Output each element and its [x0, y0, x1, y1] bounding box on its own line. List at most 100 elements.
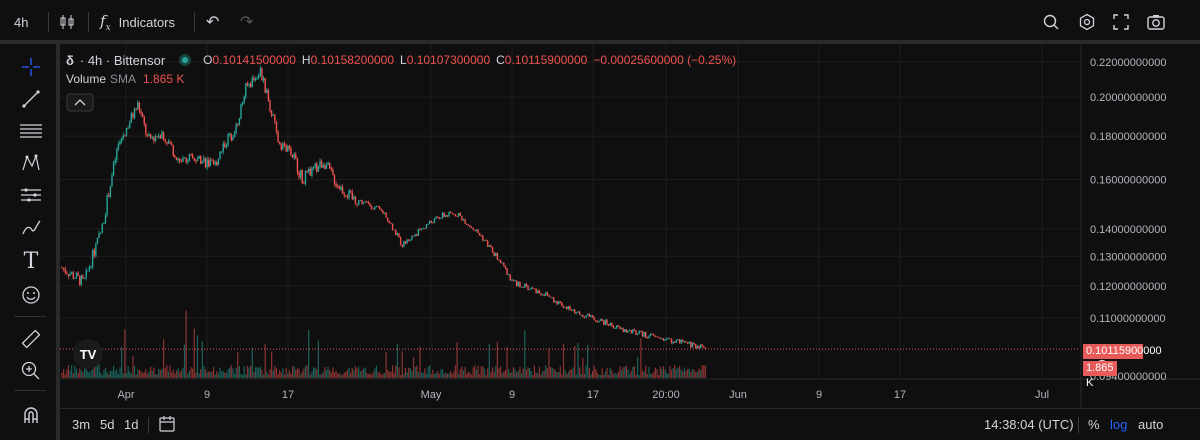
volume-bar: [308, 329, 310, 378]
volume-bar: [458, 373, 460, 378]
volume-bar: [622, 367, 624, 378]
price-tick-label: 0.20000000000: [1090, 92, 1166, 104]
volume-bar: [485, 374, 487, 378]
volume-bar: [678, 365, 681, 378]
divider: [14, 390, 46, 391]
candle-body: [551, 297, 553, 299]
volume-bar: [133, 365, 136, 378]
ruler-icon[interactable]: [18, 326, 44, 352]
candle-body: [332, 169, 334, 176]
price-chart[interactable]: 0.22000000000 0.20000000000 0.18000000000 0…: [60, 44, 1200, 408]
volume-bar: [153, 367, 155, 378]
candle-body: [179, 158, 181, 162]
volume-bar: [362, 368, 365, 378]
emoji-icon[interactable]: [18, 282, 44, 308]
candle-body: [480, 235, 482, 237]
candle-body: [533, 288, 536, 290]
volume-bar: [406, 371, 408, 378]
crosshair-icon[interactable]: [18, 54, 44, 80]
volume-bar: [651, 373, 653, 378]
candle-body: [137, 102, 139, 110]
candle-body: [698, 346, 700, 349]
volume-bar: [172, 369, 174, 378]
candles-icon[interactable]: [58, 10, 76, 34]
candle-body: [577, 311, 579, 313]
candle-body: [491, 247, 494, 253]
candle-body: [354, 196, 357, 205]
candle-body: [649, 333, 652, 336]
pattern-icon[interactable]: [18, 150, 44, 176]
percent-toggle[interactable]: %: [1088, 417, 1100, 432]
volume-bar: [185, 310, 187, 378]
collapse-legend-button[interactable]: [66, 93, 94, 112]
volume-bar: [187, 374, 189, 378]
candle-body: [701, 344, 703, 347]
candle-body: [146, 134, 149, 136]
candle-body: [93, 250, 95, 256]
volume-bar: [283, 374, 286, 378]
volume-bar: [685, 371, 687, 378]
volume-bar: [129, 371, 131, 378]
clock-label[interactable]: 14:38:04 (UTC): [984, 417, 1074, 432]
candle-body: [643, 331, 645, 337]
volume-bar: [124, 329, 126, 378]
range-5d-button[interactable]: 5d: [100, 417, 115, 432]
volume-bar: [351, 367, 353, 378]
interval-button[interactable]: 4h: [14, 10, 28, 34]
volume-bar: [630, 370, 632, 378]
volume-bar: [662, 365, 665, 378]
fib-lines-icon[interactable]: [18, 118, 44, 144]
text-tool-icon[interactable]: T: [23, 248, 39, 274]
candle-body: [104, 214, 107, 223]
volume-bar: [250, 365, 252, 378]
camera-icon[interactable]: [1146, 10, 1166, 34]
volume-bar: [477, 365, 479, 378]
candle-body: [203, 157, 205, 162]
redo-icon[interactable]: ↷: [240, 14, 254, 31]
zoom-in-icon[interactable]: [18, 358, 44, 384]
log-toggle[interactable]: log: [1110, 417, 1128, 432]
candle-body: [337, 186, 339, 188]
candle-body: [208, 159, 210, 167]
candle-body: [175, 157, 178, 161]
date-range-icon[interactable]: [158, 415, 176, 436]
undo-icon[interactable]: ↶: [206, 14, 220, 31]
volume-bar: [596, 372, 598, 378]
quick-search-icon[interactable]: [1042, 10, 1060, 34]
candle-body: [416, 234, 418, 236]
forecast-icon[interactable]: [18, 182, 44, 208]
volume-bar: [670, 369, 673, 378]
volume-bar: [169, 365, 171, 378]
svg-text:TV: TV: [80, 347, 97, 362]
volume-bar: [432, 369, 434, 378]
candle-body: [659, 337, 661, 339]
volume-bar: [656, 368, 658, 378]
volume-bar: [321, 374, 323, 378]
candle-body: [678, 339, 681, 344]
volume-bar: [111, 370, 113, 378]
volume-bar: [258, 367, 260, 378]
volume-bar: [290, 373, 292, 378]
volume-bar: [380, 374, 382, 378]
magnet-icon[interactable]: [18, 402, 44, 428]
fullscreen-icon[interactable]: [1112, 10, 1130, 34]
symbol-title[interactable]: · 4h · Bittensor: [79, 52, 166, 68]
candle-body: [406, 239, 408, 244]
volume-bar: [420, 372, 423, 378]
candle-body: [172, 145, 174, 156]
candle-body: [158, 135, 160, 137]
volume-bar: [666, 372, 668, 378]
brush-icon[interactable]: [18, 214, 44, 240]
trend-line-icon[interactable]: [18, 86, 44, 112]
volume-bar: [598, 374, 600, 378]
range-1d-button[interactable]: 1d: [124, 417, 139, 432]
settings-icon[interactable]: [1078, 10, 1096, 34]
volume-bar: [583, 373, 586, 378]
range-3m-button[interactable]: 3m: [72, 417, 91, 432]
indicators-button[interactable]: fx Indicators: [100, 10, 175, 34]
candle-body: [614, 328, 616, 330]
volume-bar: [438, 373, 440, 378]
volume-bar: [640, 338, 642, 378]
volume-bar: [296, 368, 299, 378]
auto-toggle[interactable]: auto: [1138, 417, 1164, 432]
